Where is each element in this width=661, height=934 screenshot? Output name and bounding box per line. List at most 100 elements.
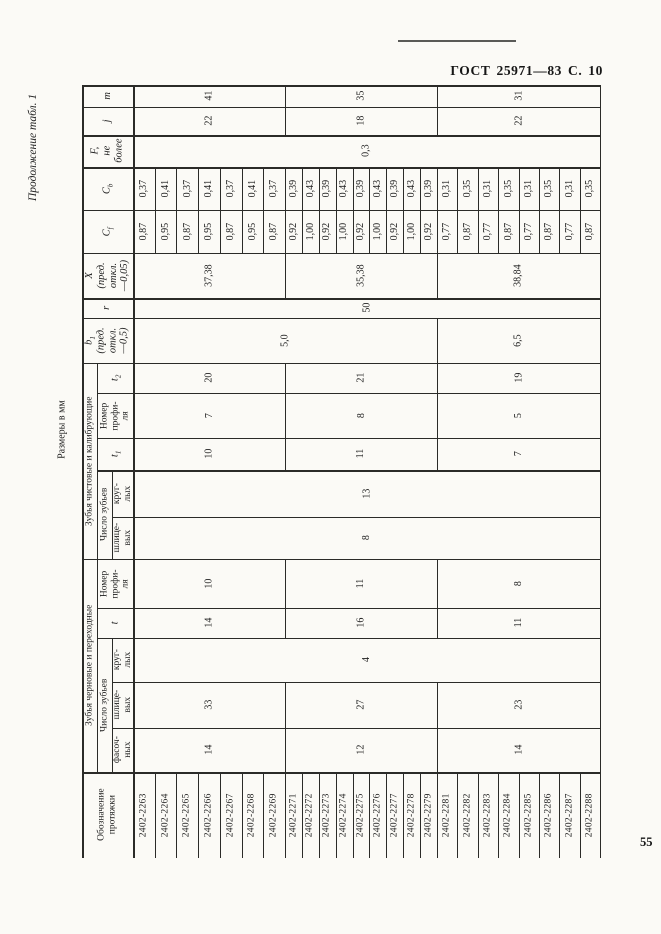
grid-line <box>318 167 320 210</box>
data-cell: 41 <box>203 91 215 101</box>
data-cell: 35 <box>355 91 367 101</box>
data-cell: 5,0 <box>279 334 291 347</box>
grid-line <box>579 772 581 858</box>
data-cell: 21 <box>355 373 367 383</box>
grid-line <box>154 210 156 253</box>
group-header-cell: Зубья чистовые и калибрующие <box>84 396 95 526</box>
grid-line <box>301 210 303 253</box>
grid-line <box>369 772 371 858</box>
data-cell: 1,00 <box>406 222 418 241</box>
data-cell: 0,87 <box>181 222 193 241</box>
grid-line <box>82 559 600 560</box>
grid-line <box>97 393 600 394</box>
data-cell: 0,87 <box>138 222 150 241</box>
grid-line <box>154 167 156 210</box>
grid-line <box>538 167 540 210</box>
data-cell: 8 <box>360 535 372 541</box>
grid-line <box>457 772 459 858</box>
grid-line <box>82 253 600 254</box>
row-header-cell: Cf <box>101 227 115 236</box>
table-border-left <box>82 85 84 858</box>
data-cell: 0,3 <box>360 144 372 158</box>
data-cell: 0,37 <box>181 179 193 198</box>
data-cell: 10 <box>203 578 215 589</box>
grid-line <box>352 772 354 858</box>
row-header-cell: Обозначение протяжки <box>96 788 118 842</box>
data-cell: 0,77 <box>441 222 453 241</box>
grid-line <box>112 682 600 683</box>
designation-cell: 2402-2265 <box>181 793 192 837</box>
data-cell: 0,39 <box>287 179 299 198</box>
designation-cell: 2402-2288 <box>584 793 595 837</box>
grid-line <box>285 728 286 772</box>
data-cell: 0,41 <box>203 179 215 198</box>
grid-line <box>241 167 243 210</box>
data-cell: 0,43 <box>372 179 384 198</box>
grid-line <box>335 167 337 210</box>
designation-cell: 2402-2277 <box>389 793 400 837</box>
grid-line <box>457 167 459 210</box>
page-number: 55 <box>640 835 653 849</box>
data-cell: 19 <box>512 373 524 383</box>
designation-cell: 2402-2276 <box>372 793 383 837</box>
designation-cell: 2402-2285 <box>523 793 534 837</box>
designation-cell: 2402-2263 <box>138 793 149 837</box>
grid-line <box>559 167 561 210</box>
grid-line <box>477 210 479 253</box>
data-cell: 37,38 <box>203 264 215 287</box>
designation-cell: 2402-2281 <box>441 793 452 837</box>
grid-line <box>403 167 405 210</box>
grid-line <box>437 85 438 107</box>
data-cell: 0,43 <box>338 179 350 198</box>
data-cell: 18 <box>355 116 367 126</box>
grid-line <box>97 363 98 772</box>
row-header-cell: t1 <box>109 450 123 458</box>
data-cell: 22 <box>203 116 215 126</box>
data-cell: 14 <box>512 745 524 755</box>
row-header-cell: круг-лых <box>111 482 133 505</box>
data-cell: 0,43 <box>304 179 316 198</box>
grid-line <box>301 167 303 210</box>
grid-line <box>420 210 422 253</box>
data-cell: 1,00 <box>304 222 316 241</box>
designation-cell: 2402-2286 <box>543 793 554 837</box>
data-cell: 50 <box>360 303 372 313</box>
designation-cell: 2402-2275 <box>355 793 366 837</box>
grid-line <box>437 167 438 210</box>
grid-line <box>437 253 438 298</box>
data-cell: 0,77 <box>482 222 494 241</box>
grid-line <box>518 167 520 210</box>
grid-line <box>285 85 286 107</box>
grid-line <box>538 772 540 858</box>
grid-line <box>176 210 178 253</box>
grid-line <box>420 772 422 858</box>
grid-line <box>437 682 438 728</box>
row-header-cell: круг-лых <box>111 649 133 671</box>
data-cell: 0,87 <box>543 222 555 241</box>
grid-line <box>318 772 320 858</box>
row-header-cell: шлице-вых <box>111 690 133 720</box>
data-cell: 0,31 <box>482 179 494 198</box>
designation-cell: 2402-2272 <box>305 793 315 837</box>
grid-line <box>112 517 600 518</box>
designation-cell: 2402-2266 <box>203 793 214 837</box>
grid-line <box>285 608 286 638</box>
data-cell: 7 <box>512 451 524 457</box>
data-cell: 16 <box>355 618 367 628</box>
grid-line <box>369 210 371 253</box>
grid-line <box>82 107 600 108</box>
data-cell: 0,43 <box>406 179 418 198</box>
grid-line <box>579 210 581 253</box>
grid-line <box>82 167 600 169</box>
grid-line <box>112 728 600 729</box>
grid-line <box>457 210 459 253</box>
group-header-cell: Число зубьев <box>99 678 110 732</box>
designation-cell: 2402-2287 <box>564 793 575 837</box>
designation-cell: 2402-2283 <box>482 793 493 837</box>
data-cell: 0,39 <box>389 179 401 198</box>
group-header-cell: Число зубьев <box>99 487 110 542</box>
row-header-cell: m <box>101 92 113 100</box>
data-cell: 0,35 <box>461 179 473 198</box>
data-cell: 0,31 <box>441 179 453 198</box>
